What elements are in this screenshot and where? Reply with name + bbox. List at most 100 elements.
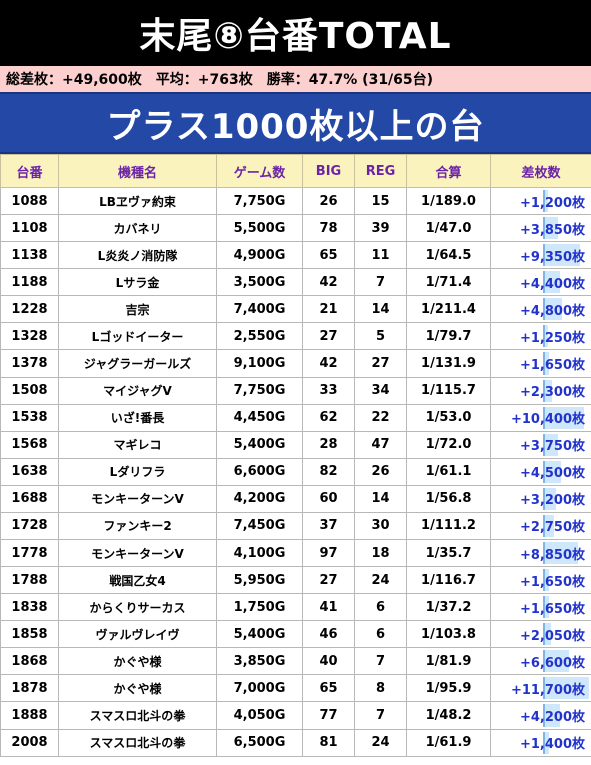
- diff-value: +2,050枚: [519, 628, 585, 644]
- diff-bar: [543, 596, 549, 619]
- cell-big: 62: [302, 403, 355, 432]
- cell-games: 5,400G: [216, 430, 303, 459]
- cell-games: 4,050G: [216, 701, 303, 730]
- table-row: 1228 吉宗 7,400G 21 14 1/211.4 +4,800枚: [0, 295, 591, 324]
- cell-reg: 7: [354, 701, 407, 730]
- page-title: 末尾⑧台番TOTAL: [0, 0, 591, 66]
- cell-model-name: モンキーターンV: [58, 484, 217, 513]
- cell-diff: +2,300枚: [490, 376, 591, 405]
- cell-reg: 7: [354, 268, 407, 297]
- cell-diff: +1,250枚: [490, 322, 591, 351]
- cell-reg: 26: [354, 457, 407, 486]
- diff-value: +4,200枚: [519, 710, 585, 726]
- column-header-games: ゲーム数: [216, 154, 303, 188]
- cell-model-name: カバネリ: [58, 214, 217, 243]
- table-row: 1328 Lゴッドイーター 2,550G 27 5 1/79.7 +1,250枚: [0, 322, 591, 351]
- column-header-big: BIG: [302, 154, 355, 188]
- cell-combined: 1/116.7: [406, 566, 491, 595]
- cell-model-name: かぐや様: [58, 647, 217, 676]
- cell-machine-no: 1728: [0, 511, 59, 541]
- cell-games: 1,750G: [216, 593, 303, 622]
- cell-diff: +3,750枚: [490, 430, 591, 459]
- cell-combined: 1/48.2: [406, 701, 491, 730]
- diff-bar: [543, 514, 554, 538]
- diff-bar-baseline: [543, 650, 545, 673]
- cell-reg: 24: [354, 728, 407, 757]
- cell-model-name: Lゴッドイーター: [58, 322, 217, 351]
- cell-big: 42: [302, 349, 355, 378]
- cell-diff: +1,200枚: [490, 186, 591, 216]
- cell-combined: 1/53.0: [406, 403, 491, 432]
- diff-value: +3,200枚: [519, 493, 585, 509]
- cell-games: 7,750G: [216, 376, 303, 405]
- column-header-diff: 差枚数: [490, 154, 591, 188]
- cell-big: 21: [302, 295, 355, 324]
- diff-bar: [543, 352, 549, 375]
- cell-model-name: マギレコ: [58, 430, 217, 459]
- diff-value: +4,800枚: [519, 303, 585, 319]
- cell-big: 81: [302, 728, 355, 757]
- cell-big: 78: [302, 214, 355, 243]
- cell-big: 77: [302, 701, 355, 730]
- diff-bar: [543, 406, 584, 429]
- cell-machine-no: 1378: [0, 349, 59, 378]
- total-diff-summary: 総差枚：+49,600枚: [6, 72, 142, 88]
- diff-bar-baseline: [543, 379, 545, 402]
- diff-bar: [543, 379, 552, 402]
- diff-bar-baseline: [543, 217, 545, 240]
- table-row: 1088 LBヱヴァ約束 7,750G 26 15 1/189.0 +1,200枚: [0, 186, 591, 216]
- cell-diff: +1,650枚: [490, 349, 591, 378]
- cell-combined: 1/61.1: [406, 457, 491, 486]
- cell-big: 97: [302, 539, 355, 568]
- table-row: 1138 L炎炎ノ消防隊 4,900G 65 11 1/64.5 +9,350枚: [0, 241, 591, 270]
- diff-bar: [543, 731, 549, 754]
- table-row: 2008 スマスロ北斗の拳 6,500G 81 24 1/61.9 +1,400枚: [0, 728, 591, 757]
- cell-model-name: モンキーターンV: [58, 539, 217, 568]
- diff-value: +1,650枚: [519, 601, 585, 617]
- diff-value: +1,250枚: [519, 330, 585, 346]
- cell-machine-no: 1788: [0, 566, 59, 595]
- table-row: 1568 マギレコ 5,400G 28 47 1/72.0 +3,750枚: [0, 430, 591, 459]
- cell-combined: 1/47.0: [406, 214, 491, 243]
- table-row: 1788 戦国乙女4 5,950G 27 24 1/116.7 +1,650枚: [0, 566, 591, 595]
- cell-reg: 11: [354, 241, 407, 270]
- diff-bar-baseline: [543, 190, 545, 213]
- table-row: 1508 マイジャグV 7,750G 33 34 1/115.7 +2,300枚: [0, 376, 591, 405]
- table-row: 1868 かぐや様 3,850G 40 7 1/81.9 +6,600枚: [0, 647, 591, 676]
- diff-bar-baseline: [543, 704, 545, 727]
- cell-machine-no: 1228: [0, 295, 59, 324]
- cell-model-name: 吉宗: [58, 295, 217, 324]
- cell-diff: +4,400枚: [490, 268, 591, 297]
- table-row: 1858 ヴァルヴレイヴ 5,400G 46 6 1/103.8 +2,050枚: [0, 620, 591, 649]
- diff-bar-baseline: [543, 460, 545, 483]
- cell-diff: +4,200枚: [490, 701, 591, 730]
- cell-machine-no: 1778: [0, 539, 59, 568]
- cell-reg: 5: [354, 322, 407, 351]
- cell-games: 7,450G: [216, 511, 303, 541]
- table-header-row: 台番 機種名 ゲーム数 BIG REG 合算 差枚数: [0, 154, 591, 188]
- cell-games: 5,400G: [216, 620, 303, 649]
- diff-bar: [543, 433, 558, 456]
- diff-bar-baseline: [543, 244, 545, 267]
- diff-bar-baseline: [543, 298, 545, 321]
- diff-value: +4,400枚: [519, 276, 585, 292]
- table-row: 1538 いざ!番長 4,450G 62 22 1/53.0 +10,400枚: [0, 403, 591, 432]
- cell-games: 5,500G: [216, 214, 303, 243]
- cell-model-name: いざ!番長: [58, 403, 217, 432]
- cell-machine-no: 1838: [0, 593, 59, 622]
- cell-reg: 15: [354, 186, 407, 216]
- cell-reg: 6: [354, 620, 407, 649]
- diff-bar: [543, 325, 548, 348]
- cell-games: 7,750G: [216, 186, 303, 216]
- cell-big: 33: [302, 376, 355, 405]
- cell-big: 27: [302, 566, 355, 595]
- cell-machine-no: 1188: [0, 268, 59, 297]
- win-rate-summary: 勝率：47.7% (31/65台): [266, 72, 434, 88]
- cell-model-name: L炎炎ノ消防隊: [58, 241, 217, 270]
- cell-combined: 1/131.9: [406, 349, 491, 378]
- column-header-machine-no: 台番: [0, 154, 59, 188]
- cell-reg: 24: [354, 566, 407, 595]
- cell-diff: +1,650枚: [490, 566, 591, 595]
- diff-value: +8,850枚: [519, 547, 585, 563]
- diff-bar: [543, 487, 556, 510]
